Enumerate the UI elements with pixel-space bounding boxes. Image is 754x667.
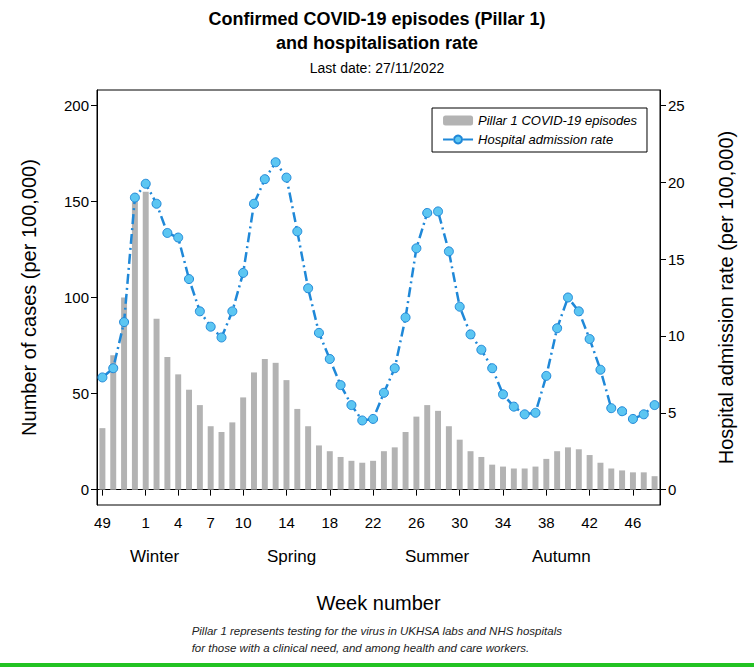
svg-text:42: 42 (581, 514, 598, 531)
svg-text:22: 22 (365, 514, 382, 531)
svg-text:Number of cases (per 100,000): Number of cases (per 100,000) (18, 159, 40, 436)
svg-text:1: 1 (142, 514, 150, 531)
svg-text:Last date: 27/11/2022: Last date: 27/11/2022 (310, 60, 445, 76)
svg-text:50: 50 (72, 385, 89, 402)
svg-text:150: 150 (64, 193, 89, 210)
svg-text:200: 200 (64, 97, 89, 114)
svg-text:Winter: Winter (130, 547, 179, 566)
svg-text:30: 30 (451, 514, 468, 531)
svg-text:and hospitalisation rate: and hospitalisation rate (276, 33, 478, 53)
svg-text:Summer: Summer (405, 547, 470, 566)
svg-text:10: 10 (668, 327, 685, 344)
svg-text:Spring: Spring (267, 547, 316, 566)
svg-text:18: 18 (321, 514, 338, 531)
svg-text:46: 46 (625, 514, 642, 531)
svg-text:Pillar 1 represents testing fo: Pillar 1 represents testing for the viru… (192, 625, 563, 637)
svg-text:4: 4 (174, 514, 182, 531)
svg-text:0: 0 (81, 481, 89, 498)
svg-text:Pillar 1 COVID-19 episodes: Pillar 1 COVID-19 episodes (478, 113, 637, 128)
svg-text:7: 7 (207, 514, 215, 531)
svg-text:14: 14 (278, 514, 295, 531)
svg-text:49: 49 (94, 514, 111, 531)
svg-text:Hospital admission rate: Hospital admission rate (478, 132, 613, 147)
svg-text:26: 26 (408, 514, 425, 531)
svg-text:38: 38 (538, 514, 555, 531)
svg-text:34: 34 (495, 514, 512, 531)
svg-text:0: 0 (668, 481, 676, 498)
svg-text:Week number: Week number (316, 592, 440, 614)
svg-text:Autumn: Autumn (532, 547, 591, 566)
svg-text:25: 25 (668, 97, 685, 114)
svg-text:20: 20 (668, 174, 685, 191)
svg-text:10: 10 (235, 514, 252, 531)
svg-text:5: 5 (668, 404, 676, 421)
svg-text:for those with a clinical need: for those with a clinical need, and amon… (192, 642, 530, 654)
svg-text:15: 15 (668, 251, 685, 268)
svg-text:Confirmed COVID-19 episodes (P: Confirmed COVID-19 episodes (Pillar 1) (208, 9, 545, 29)
svg-text:Hospital admission rate (per 1: Hospital admission rate (per 100,000) (715, 131, 737, 465)
svg-text:100: 100 (64, 289, 89, 306)
